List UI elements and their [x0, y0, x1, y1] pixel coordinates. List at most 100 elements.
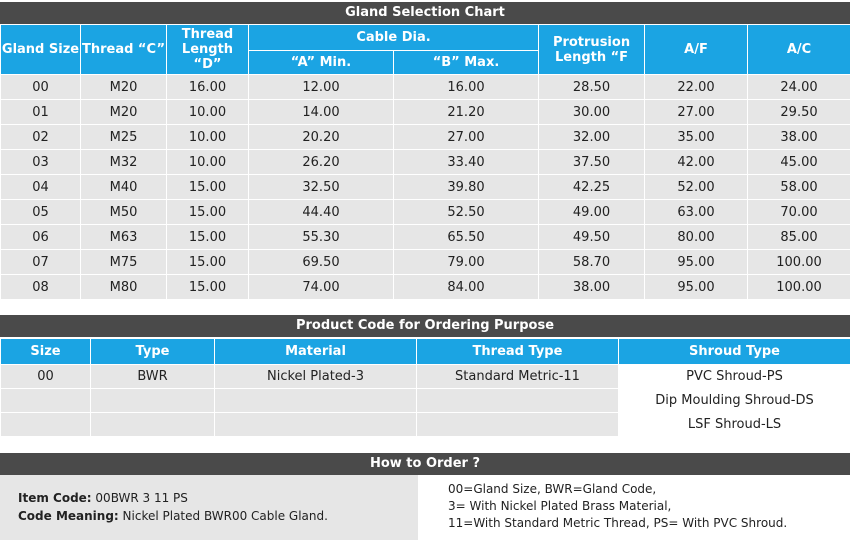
header-thread-length-line1: Thread [181, 27, 234, 42]
header-b-max: “B” Max. [392, 50, 540, 75]
gland-table-cell: 79.00 [392, 249, 540, 275]
header-protrusion-line1: Protrusion [552, 34, 631, 50]
gland-table-cell: 95.00 [644, 274, 749, 300]
gland-table-cell: 00 [0, 74, 81, 100]
gland-table-cell: 70.00 [747, 199, 850, 225]
gland-table-cell: M50 [80, 199, 167, 225]
product-code-cell [214, 412, 417, 437]
gland-table-cell: 15.00 [166, 274, 249, 300]
gland-table-cell: 100.00 [747, 249, 850, 275]
gland-table-cell: 30.00 [538, 99, 646, 125]
product-code-header-cell: Type [90, 338, 215, 365]
product-code-cell: Dip Moulding Shroud-DS [618, 388, 850, 413]
product-code-cell [214, 388, 417, 413]
gland-table-cell: 44.40 [248, 199, 394, 225]
gland-table-cell: M25 [80, 124, 167, 150]
gland-table-cell: 15.00 [166, 249, 249, 275]
gland-table-cell: 49.50 [538, 224, 646, 250]
gland-table-body: 00 M20 16.00 12.00 16.00 28.50 22.00 24.00 01 M20… [0, 74, 850, 300]
gland-table-cell: M20 [80, 74, 167, 100]
order-note: 3= With Nickel Plated Brass Material, [448, 499, 672, 513]
product-code-cell [0, 388, 91, 413]
product-code-row: LSF Shroud-LS [0, 412, 850, 437]
gland-table-cell: 33.40 [392, 149, 540, 175]
gland-table-cell: 32.50 [248, 174, 394, 200]
gland-table-cell: 15.00 [166, 199, 249, 225]
gland-table-cell: 29.50 [747, 99, 850, 125]
header-af: A/F [644, 24, 749, 75]
gland-table-cell: 32.00 [538, 124, 646, 150]
product-code-table: Size Type Material Thread Type Shroud Type 0… [0, 338, 850, 437]
product-code-cell [0, 412, 91, 437]
product-code-header-cell: Size [0, 338, 91, 365]
gland-table-cell: 69.50 [248, 249, 394, 275]
product-code-cell: Nickel Plated-3 [214, 364, 417, 389]
gland-table-cell: 15.00 [166, 224, 249, 250]
gland-table-cell: 42.00 [644, 149, 749, 175]
gland-table-cell: 16.00 [392, 74, 540, 100]
product-code-cell [416, 388, 619, 413]
gland-table-cell: 08 [0, 274, 81, 300]
gland-table-cell: 55.30 [248, 224, 394, 250]
gland-table-cell: M20 [80, 99, 167, 125]
product-code-cell [416, 412, 619, 437]
gland-selection-table: Gland Size Thread “C” Thread Length “D” … [0, 24, 850, 300]
gland-table-cell: 24.00 [747, 74, 850, 100]
gland-table-cell: 65.50 [392, 224, 540, 250]
gland-table-cell: 12.00 [248, 74, 394, 100]
order-item-code-panel: Item Code: 00BWR 3 11 PS Code Meaning: N… [0, 475, 418, 540]
gland-table-row: 04 M40 15.00 32.50 39.80 42.25 52.00 58.00 [0, 174, 850, 200]
gland-table-row: 05 M50 15.00 44.40 52.50 49.00 63.00 70.00 [0, 199, 850, 225]
gland-table-row: 03 M32 10.00 26.20 33.40 37.50 42.00 45.00 [0, 149, 850, 175]
gland-table-cell: 74.00 [248, 274, 394, 300]
gland-table-cell: 20.20 [248, 124, 394, 150]
gland-table-cell: 52.50 [392, 199, 540, 225]
gland-table-cell: 52.00 [644, 174, 749, 200]
header-protrusion-line2: Length “F [554, 49, 629, 65]
how-to-order-title: How to Order ? [0, 453, 850, 475]
item-code-value: 00BWR 3 11 PS [91, 491, 188, 505]
product-code-cell: LSF Shroud-LS [618, 412, 850, 437]
gland-table-cell: 27.00 [644, 99, 749, 125]
gland-table-cell: 10.00 [166, 124, 249, 150]
product-code-cell: BWR [90, 364, 215, 389]
product-code-cell: Standard Metric-11 [416, 364, 619, 389]
order-note: 00=Gland Size, BWR=Gland Code, [448, 482, 657, 496]
header-thread-length: Thread Length “D” [166, 24, 249, 75]
code-meaning-label: Code Meaning: [18, 509, 119, 523]
product-code-cell [90, 388, 215, 413]
gland-table-cell: 80.00 [644, 224, 749, 250]
gland-table-cell: 27.00 [392, 124, 540, 150]
gland-table-cell: M63 [80, 224, 167, 250]
product-code-header-cell: Material [214, 338, 417, 365]
gland-table-row: 06 M63 15.00 55.30 65.50 49.50 80.00 85.00 [0, 224, 850, 250]
gland-table-cell: M80 [80, 274, 167, 300]
product-code-cell [90, 412, 215, 437]
gland-table-cell: M32 [80, 149, 167, 175]
gland-table-cell: 38.00 [538, 274, 646, 300]
product-code-body: 00 BWR Nickel Plated-3 Standard Metric-11 PV… [0, 364, 850, 437]
gland-table-cell: 10.00 [166, 149, 249, 175]
gland-table-row: 00 M20 16.00 12.00 16.00 28.50 22.00 24.00 [0, 74, 850, 100]
gland-table-cell: 38.00 [747, 124, 850, 150]
gland-table-cell: 04 [0, 174, 81, 200]
gland-table-cell: 49.00 [538, 199, 646, 225]
gland-table-row: 02 M25 10.00 20.20 27.00 32.00 35.00 38.00 [0, 124, 850, 150]
product-code-header-cell: Thread Type [416, 338, 619, 365]
gland-table-row: 08 M80 15.00 74.00 84.00 38.00 95.00 100.00 [0, 274, 850, 300]
product-code-header-row: Size Type Material Thread Type Shroud Type [0, 338, 850, 365]
gland-table-cell: 37.50 [538, 149, 646, 175]
gland-table-cell: 22.00 [644, 74, 749, 100]
gland-table-row: 07 M75 15.00 69.50 79.00 58.70 95.00 100.00 [0, 249, 850, 275]
header-thread-c: Thread “C” [80, 24, 167, 75]
header-ac: A/C [747, 24, 850, 75]
gland-chart-title: Gland Selection Chart [0, 2, 850, 24]
gland-table-cell: 15.00 [166, 174, 249, 200]
gland-table-cell: 35.00 [644, 124, 749, 150]
product-code-header-cell: Shroud Type [618, 338, 850, 365]
product-code-cell: PVC Shroud-PS [618, 364, 850, 389]
gland-table-cell: 84.00 [392, 274, 540, 300]
item-code-line: Item Code: 00BWR 3 11 PS [18, 489, 418, 507]
gland-table-cell: 42.25 [538, 174, 646, 200]
order-notes-panel: 00=Gland Size, BWR=Gland Code, 3= With N… [420, 475, 850, 540]
